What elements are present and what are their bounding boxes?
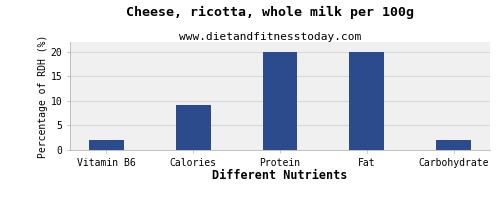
Bar — [262, 52, 298, 150]
X-axis label: Different Nutrients: Different Nutrients — [212, 169, 348, 182]
Bar — [350, 52, 384, 150]
Bar — [436, 140, 471, 150]
Text: Cheese, ricotta, whole milk per 100g: Cheese, ricotta, whole milk per 100g — [126, 6, 414, 19]
Bar — [89, 140, 124, 150]
Text: www.dietandfitnesstoday.com: www.dietandfitnesstoday.com — [179, 32, 361, 42]
Bar — [176, 105, 210, 150]
Y-axis label: Percentage of RDH (%): Percentage of RDH (%) — [38, 34, 48, 158]
